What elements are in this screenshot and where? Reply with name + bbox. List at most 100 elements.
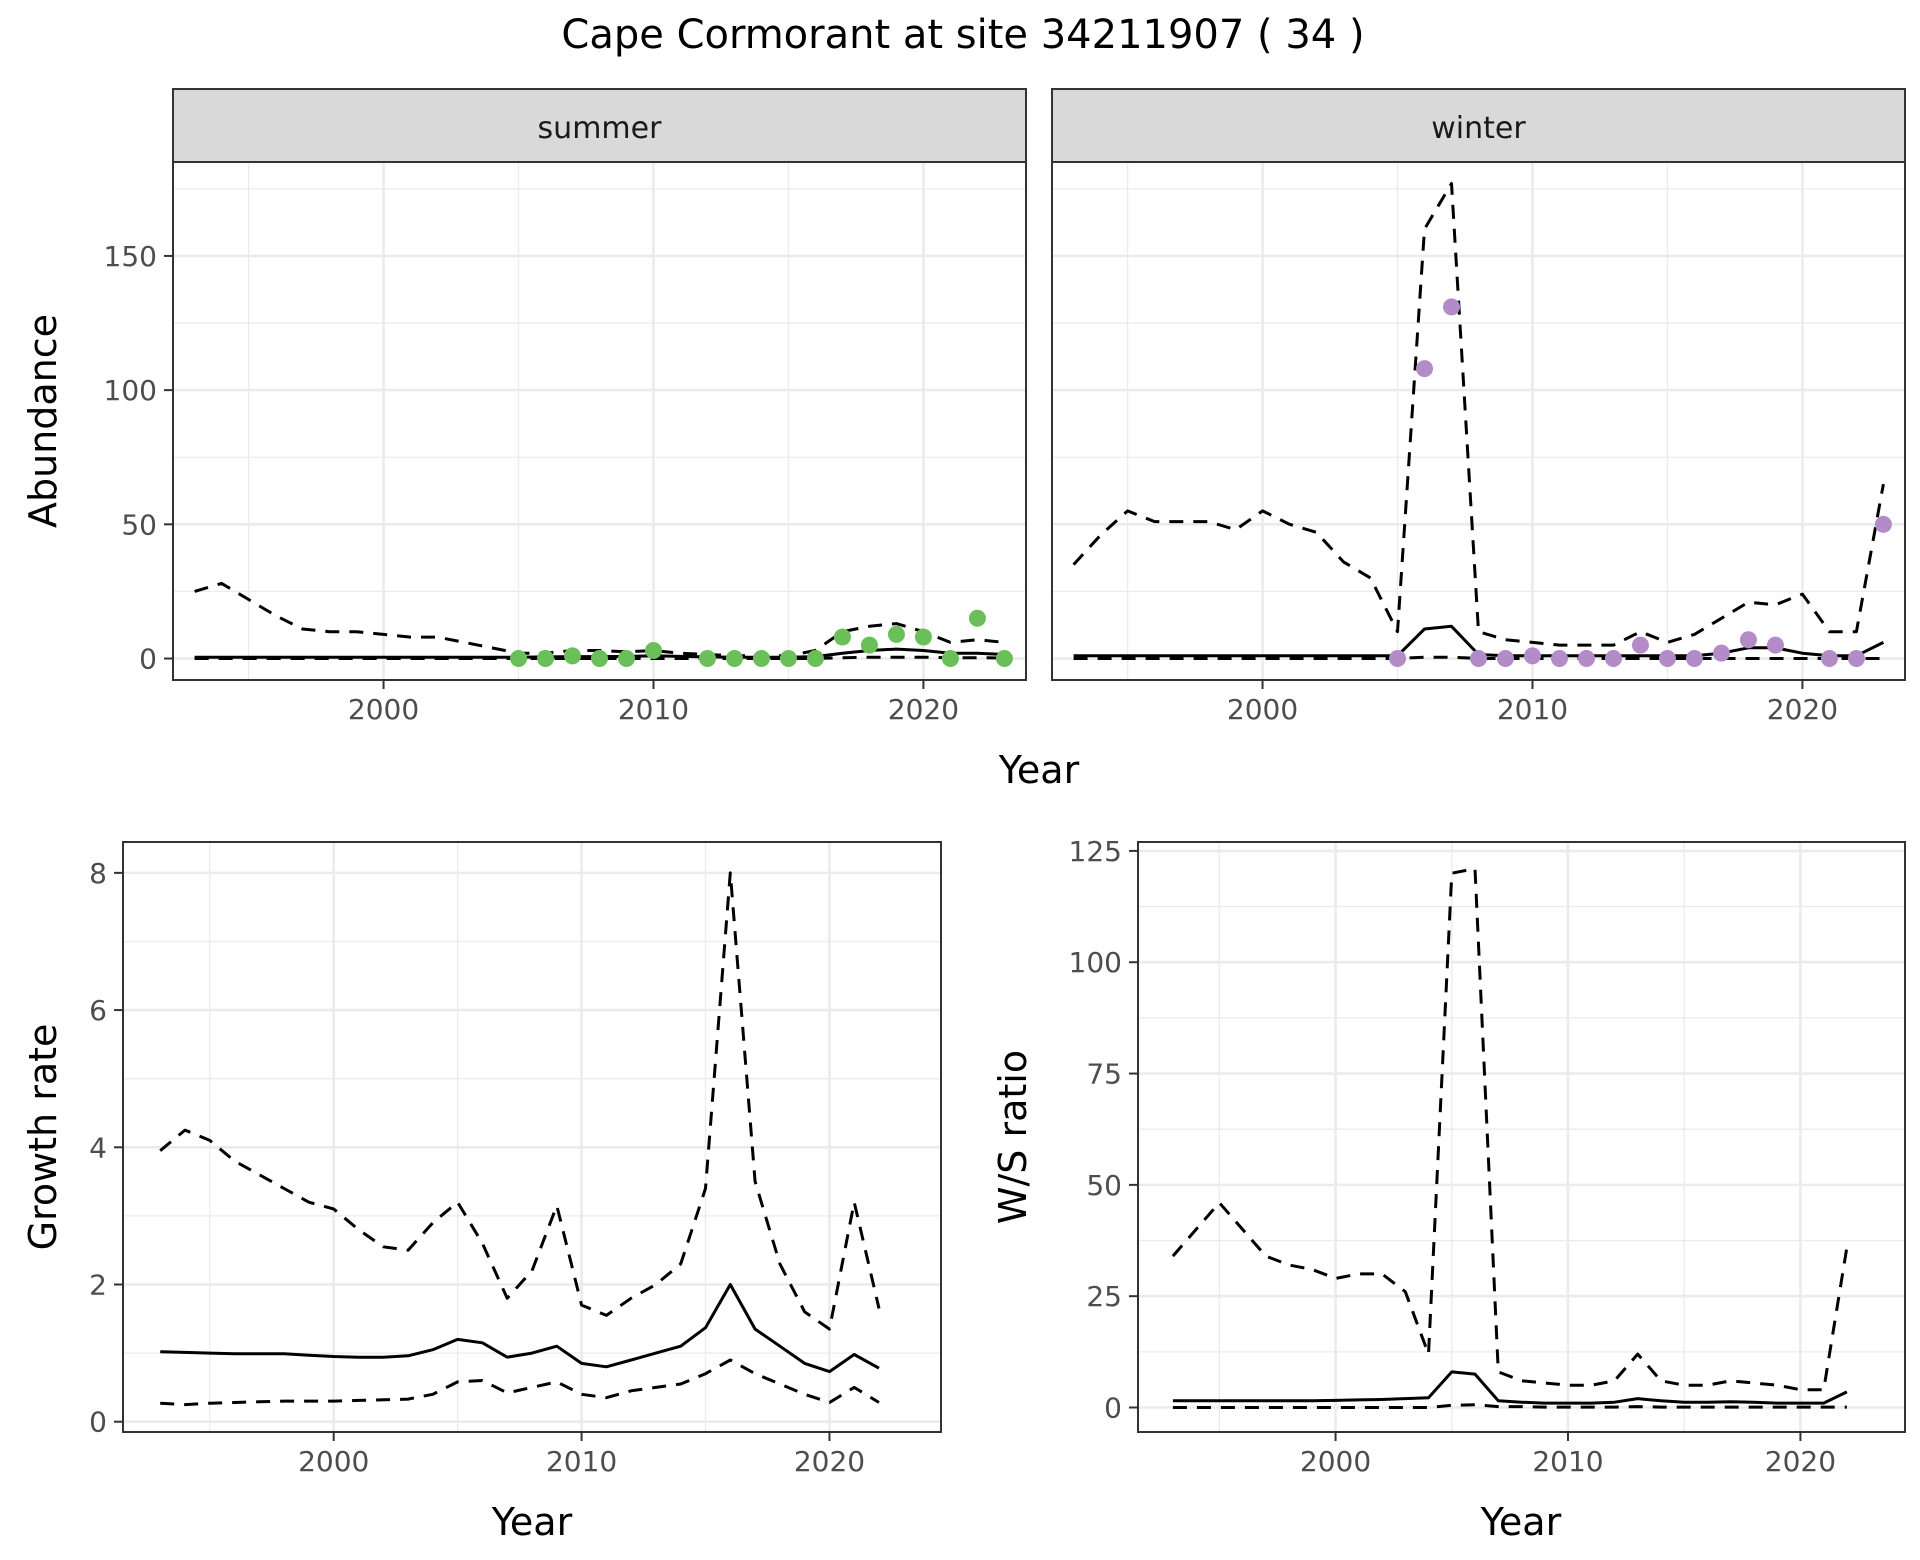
summer-observed-point: [833, 628, 851, 646]
ratio-series: [1171, 867, 1849, 1409]
summer-x-tick-label: 2020: [888, 693, 959, 726]
ratio-y-tick-label: 75: [1086, 1058, 1122, 1091]
summer-observed-point: [537, 650, 555, 668]
winter-x-tick-label: 2020: [1767, 693, 1838, 726]
summer-observed-point: [752, 650, 770, 668]
winter-observed-point: [1739, 631, 1757, 649]
ratio-y-axis-title: W/S ratio: [991, 1050, 1035, 1224]
winter-plot-border: [1051, 161, 1906, 681]
summer-observed-point: [968, 609, 986, 627]
summer-y-tick-label: 100: [104, 374, 157, 407]
ratio-grid: [1138, 842, 1905, 1432]
summer-plot-border: [172, 161, 1027, 681]
growth-y-tick-label: 6: [89, 994, 107, 1027]
winter-strip-label: winter: [1431, 111, 1526, 146]
summer-observed-point: [779, 650, 797, 668]
ratio-x-tick-label: 2010: [1532, 1445, 1603, 1478]
ratio-plot-border: [1137, 841, 1906, 1433]
ratio-y-tick-label: 0: [1104, 1392, 1122, 1425]
ratio-upper-line: [1171, 867, 1849, 1392]
abundance-y-axis-title: Abundance: [21, 314, 65, 528]
growth-y-axis: 0 2 4 6 8: [89, 857, 123, 1439]
summer-y-axis: 0 50 100 150: [104, 240, 173, 676]
ratio-x-axis: 2000 2010 2020: [1300, 1432, 1836, 1478]
summer-series: [194, 581, 1013, 668]
summer-x-tick-label: 2000: [348, 693, 419, 726]
growth-x-axis-title: Year: [491, 1500, 573, 1544]
summer-x-axis: 2000 2010 2020: [348, 680, 959, 726]
growth-y-tick-label: 4: [89, 1131, 107, 1164]
growth-y-tick-label: 0: [89, 1406, 107, 1439]
winter-observed-point: [1604, 650, 1622, 668]
winter-x-tick-label: 2010: [1497, 693, 1568, 726]
summer-strip-label: summer: [538, 111, 663, 146]
winter-strip: [1051, 88, 1906, 163]
ratio-x-tick-label: 2000: [1300, 1445, 1371, 1478]
ratio-x-axis-title: Year: [1480, 1500, 1562, 1544]
growth-series: [159, 871, 881, 1407]
growth-grid: [123, 842, 941, 1432]
winter-lower-line: [1073, 655, 1884, 660]
growth-lower-line: [160, 1358, 880, 1407]
ratio-y-tick-label: 125: [1069, 835, 1122, 868]
winter-observed-point: [1685, 650, 1703, 668]
summer-observed-point: [887, 625, 905, 643]
winter-observed-point: [1496, 650, 1514, 668]
summer-observed-point: [914, 628, 932, 646]
ratio-y-tick-label: 25: [1086, 1280, 1122, 1313]
ratio-y-axis: 0 25 50 75 100 125: [1069, 835, 1138, 1425]
ratio-x-tick-label: 2020: [1765, 1445, 1836, 1478]
winter-panel: winter 2000 2010 2020: [1051, 88, 1906, 726]
ratio-mean-line: [1172, 1370, 1848, 1405]
growth-x-tick-label: 2000: [298, 1445, 369, 1478]
growth-mean-line: [160, 1283, 880, 1374]
summer-strip: [172, 88, 1027, 163]
summer-observed-point: [644, 641, 662, 659]
summer-observed-point: [698, 650, 716, 668]
summer-observed-point: [617, 650, 635, 668]
summer-observed-point: [941, 650, 959, 668]
growth-panel: 2000 2010 2020 0 2 4 6 8: [89, 841, 942, 1478]
summer-observed-point: [860, 636, 878, 654]
growth-y-tick-label: 8: [89, 857, 107, 890]
winter-observed-point: [1820, 650, 1838, 668]
summer-observed-point: [591, 650, 608, 668]
ratio-lower-line: [1172, 1403, 1847, 1409]
winter-observed-point: [1874, 515, 1892, 533]
winter-observed-point: [1550, 650, 1568, 668]
figure-title: Cape Cormorant at site 34211907 ( 34 ): [561, 12, 1364, 58]
summer-y-tick-label: 50: [121, 508, 157, 541]
summer-y-tick-label: 0: [139, 643, 157, 676]
summer-panel: summer 2000 2010 2020 0 50 100 150: [104, 88, 1027, 726]
growth-upper-line: [159, 871, 881, 1331]
summer-observed-point: [564, 647, 582, 665]
winter-observed-point: [1470, 650, 1487, 668]
summer-observed-point: [806, 650, 824, 668]
winter-observed-point: [1766, 636, 1784, 654]
winter-observed-point: [1712, 644, 1730, 662]
winter-series: [1072, 182, 1892, 668]
winter-observed-point: [1389, 650, 1407, 668]
summer-observed-point: [995, 650, 1013, 668]
winter-observed-point: [1443, 298, 1461, 316]
growth-x-tick-label: 2020: [794, 1445, 865, 1478]
summer-observed-point: [725, 650, 743, 668]
summer-x-tick-label: 2010: [618, 693, 689, 726]
winter-observed-point: [1523, 647, 1541, 665]
summer-lower-line: [194, 655, 1005, 660]
winter-observed-point: [1577, 650, 1595, 668]
abundance-x-axis-title: Year: [998, 748, 1080, 792]
growth-x-axis: 2000 2010 2020: [298, 1432, 865, 1478]
growth-y-axis-title: Growth rate: [21, 1024, 65, 1251]
growth-x-tick-label: 2010: [546, 1445, 617, 1478]
summer-observed-point: [510, 650, 528, 668]
ratio-panel: 2000 2010 2020 0 25 50 75 100 125: [1069, 835, 1906, 1478]
winter-observed-point: [1658, 650, 1676, 668]
growth-y-tick-label: 2: [89, 1269, 107, 1302]
growth-plot-border: [122, 841, 942, 1433]
winter-x-tick-label: 2000: [1227, 693, 1298, 726]
winter-observed-point: [1847, 650, 1865, 668]
winter-observed-point: [1416, 360, 1434, 378]
ratio-y-tick-label: 100: [1069, 946, 1122, 979]
